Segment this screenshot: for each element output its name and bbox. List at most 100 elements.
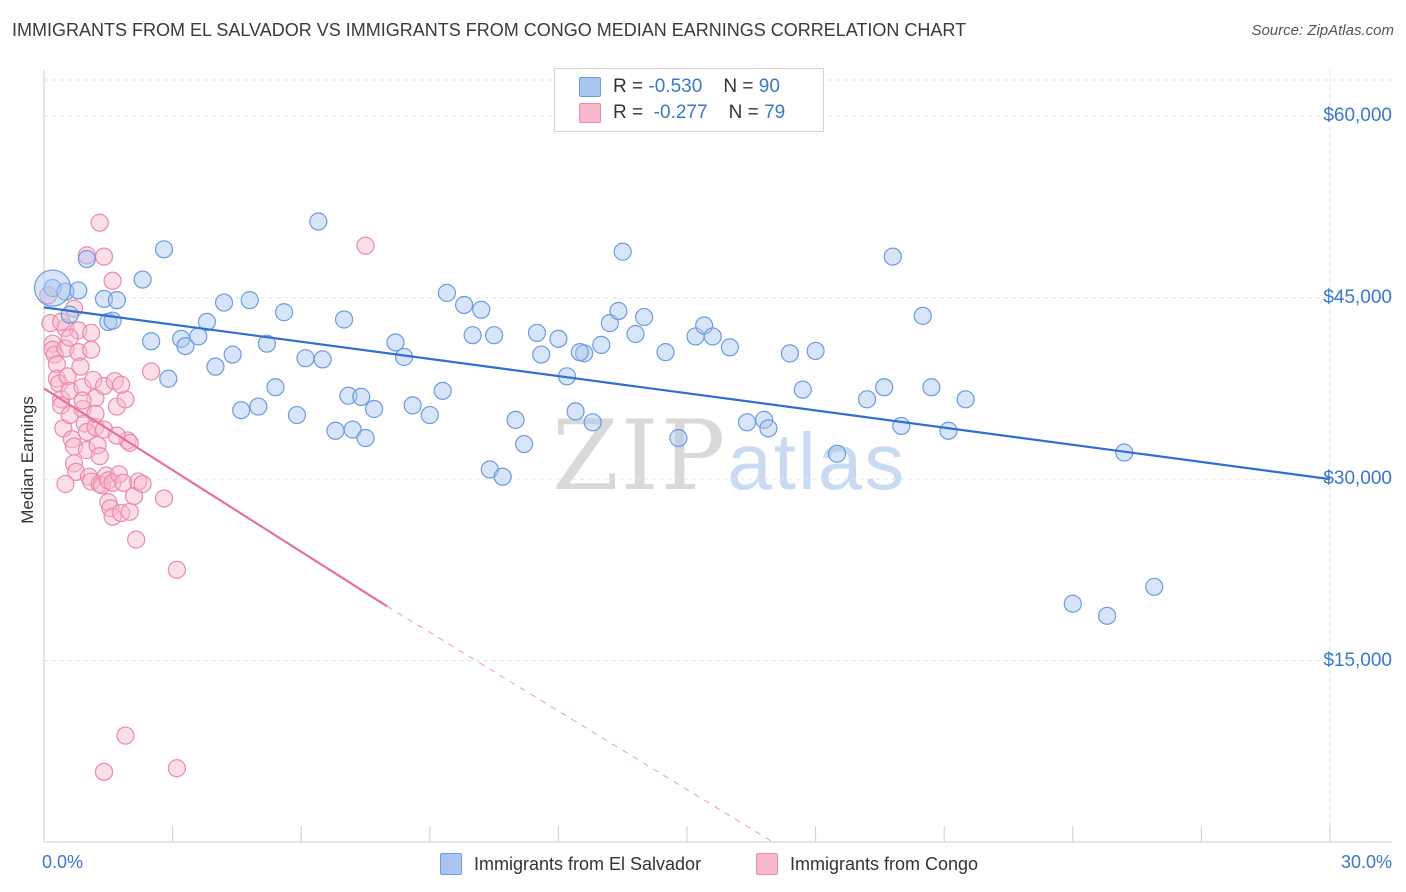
point-el-salvador xyxy=(875,378,894,397)
point-el-salvador xyxy=(703,327,722,346)
point-congo xyxy=(58,367,77,386)
trend-line-congo-extension xyxy=(386,605,773,843)
point-el-salvador xyxy=(339,386,358,405)
point-el-salvador xyxy=(493,467,512,486)
watermark-atlas: atlas xyxy=(727,417,907,506)
point-el-salvador xyxy=(737,413,757,432)
point-el-salvador xyxy=(463,326,482,345)
legend-swatch-blue xyxy=(579,77,601,97)
point-el-salvador xyxy=(326,421,345,440)
point-el-salvador xyxy=(403,396,422,415)
series-el-salvador-points xyxy=(33,212,1164,625)
point-el-salvador xyxy=(780,344,799,363)
point-el-salvador xyxy=(806,341,825,361)
point-el-salvador xyxy=(532,345,551,364)
point-congo xyxy=(112,375,131,394)
point-el-salvador xyxy=(857,390,877,409)
point-el-salvador xyxy=(176,336,195,356)
point-el-salvador xyxy=(309,212,328,231)
point-congo xyxy=(94,762,114,781)
point-el-salvador xyxy=(515,434,534,454)
point-congo xyxy=(73,378,92,397)
point-el-salvador xyxy=(1097,606,1117,625)
x-tick-label-max: 30.0% xyxy=(1340,852,1392,872)
point-el-salvador xyxy=(214,293,234,312)
point-el-salvador xyxy=(635,307,654,327)
point-congo xyxy=(154,489,174,508)
point-el-salvador xyxy=(892,416,911,436)
series-congo-points xyxy=(39,213,375,781)
point-el-salvador xyxy=(386,333,405,352)
point-el-salvador xyxy=(759,419,778,438)
point-el-salvador xyxy=(566,402,585,421)
chart-title: IMMIGRANTS FROM EL SALVADOR VS IMMIGRANT… xyxy=(12,20,967,40)
point-el-salvador xyxy=(154,240,174,259)
legend-r-label: R = xyxy=(613,102,644,123)
point-el-salvador xyxy=(720,338,739,357)
trend-line-el-salvador xyxy=(43,306,1331,481)
point-congo xyxy=(116,390,135,409)
point-congo xyxy=(90,447,109,466)
legend-swatch-pink xyxy=(579,103,601,123)
series-legend-swatch-pink xyxy=(756,853,778,875)
point-el-salvador xyxy=(223,345,242,364)
point-el-salvador xyxy=(334,310,354,329)
series-legend-label: Immigrants from Congo xyxy=(790,853,979,874)
point-el-salvador xyxy=(274,303,294,322)
point-el-salvador xyxy=(433,381,452,400)
point-congo xyxy=(167,560,186,579)
point-el-salvador xyxy=(296,349,315,368)
point-el-salvador xyxy=(485,326,504,345)
point-congo xyxy=(86,404,105,423)
axes xyxy=(43,70,1392,843)
point-el-salvador xyxy=(626,324,645,344)
point-el-salvador xyxy=(609,301,628,321)
point-el-salvador xyxy=(656,343,675,362)
point-el-salvador-large xyxy=(33,269,72,307)
point-el-salvador xyxy=(669,428,688,448)
legend-n-value: 79 xyxy=(764,102,786,123)
gridlines xyxy=(44,70,1392,842)
point-congo xyxy=(56,474,75,494)
point-el-salvador xyxy=(922,378,941,397)
point-el-salvador xyxy=(240,291,259,310)
legend-r-value: -0.530 xyxy=(648,76,703,97)
point-congo xyxy=(120,502,139,521)
point-el-salvador xyxy=(883,247,902,266)
point-congo xyxy=(114,473,133,492)
legend-n-label: N = xyxy=(728,102,759,123)
point-el-salvador xyxy=(437,283,457,302)
point-el-salvador xyxy=(939,421,958,440)
point-congo xyxy=(88,436,107,455)
point-el-salvador xyxy=(956,390,975,409)
legend-row-el-salvador: R = -0.530 N = 90 xyxy=(579,75,780,99)
legend-r-label: R = xyxy=(613,76,644,97)
point-el-salvador xyxy=(77,249,96,269)
point-el-salvador xyxy=(527,323,547,342)
legend-r-value: -0.277 xyxy=(653,102,708,123)
point-el-salvador xyxy=(69,281,88,300)
point-el-salvador xyxy=(913,306,932,325)
point-el-salvador xyxy=(755,410,774,429)
point-el-salvador xyxy=(549,329,568,348)
point-el-salvador xyxy=(313,350,332,369)
point-el-salvador xyxy=(1063,594,1082,613)
legend-n-value: 90 xyxy=(758,76,780,97)
point-el-salvador xyxy=(142,332,161,351)
point-el-salvador xyxy=(249,397,268,416)
point-el-salvador xyxy=(343,420,362,439)
point-congo xyxy=(73,391,92,410)
point-congo xyxy=(71,357,90,376)
point-el-salvador xyxy=(257,334,277,353)
chart-source: Source: ZipAtlas.com xyxy=(1251,22,1394,39)
point-el-salvador xyxy=(827,444,847,463)
point-el-salvador xyxy=(133,270,152,289)
x-tick-label-min: 0.0% xyxy=(42,852,84,872)
point-el-salvador xyxy=(472,300,491,319)
point-el-salvador xyxy=(60,305,79,324)
point-el-salvador xyxy=(159,369,178,388)
point-el-salvador xyxy=(352,387,371,406)
y-tick-label: $30,000 xyxy=(1323,468,1392,490)
point-el-salvador xyxy=(570,343,589,362)
